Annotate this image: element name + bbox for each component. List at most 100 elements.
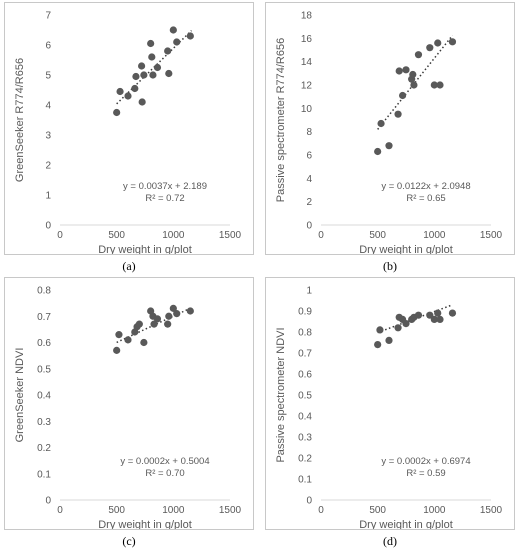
data-point (173, 310, 181, 318)
chart-panel-b: 0 2 4 6 8 10 12 14 16 18 0 500 1000 1500 Dry weight in… (265, 2, 515, 257)
data-point (169, 304, 177, 312)
data-point (140, 338, 148, 347)
data-point (410, 81, 418, 89)
data-point (394, 110, 402, 118)
data-point (434, 309, 442, 317)
data-point (165, 312, 173, 320)
trendline-equation: y = 0.0002x + 0.5004 (120, 456, 209, 467)
data-point (150, 320, 158, 328)
x-tick-label: 500 (369, 230, 386, 241)
trendline-equation: y = 0.0002x + 0.6974 (381, 456, 470, 467)
data-point (374, 147, 382, 156)
y-tick-label: 6 (45, 41, 51, 52)
y-tick-label: 6 (306, 151, 312, 162)
data-point (448, 38, 457, 46)
chart-panel-d: 0 0.1 0.2 0.3 0.4 0.5 0.6 0.7 0.8 0.9 1 0 500 1000 150… (265, 277, 515, 531)
data-point (394, 324, 402, 332)
data-point (402, 66, 410, 74)
data-point (153, 63, 162, 72)
y-tick-label: 0.6 (298, 370, 312, 381)
data-point (147, 39, 155, 48)
y-tick-label: 0.3 (37, 417, 51, 428)
y-tick-label: 4 (306, 174, 312, 185)
r-squared-label: R² = 0.65 (406, 193, 445, 204)
y-tick-label: 1 (306, 286, 312, 297)
data-point (376, 326, 384, 334)
data-point (138, 62, 146, 70)
chart-b-svg: 0 2 4 6 8 10 12 14 16 18 0 500 1000 1500 Dry weight in… (275, 11, 503, 257)
y-tick-label: 0.4 (37, 391, 51, 402)
y-tick-label: 2 (45, 161, 51, 172)
data-point (113, 346, 121, 354)
panel-label-c: (c) (122, 534, 136, 548)
r-squared-label: R² = 0.70 (145, 468, 184, 479)
data-point (169, 26, 177, 34)
y-tick-label: 0.8 (298, 328, 312, 339)
y-tick-label: 0.5 (37, 364, 51, 375)
data-point (132, 72, 140, 81)
data-point (116, 87, 124, 96)
data-point (173, 38, 181, 46)
x-tick-label: 1500 (219, 230, 242, 241)
data-point (399, 91, 407, 100)
trendline-equation: y = 0.0037x + 2.189 (123, 181, 207, 192)
x-axis-label: Dry weight in g/plot (98, 244, 192, 254)
r-squared-label: R² = 0.72 (145, 193, 184, 204)
data-point (115, 331, 123, 339)
y-tick-label: 0.1 (37, 469, 51, 480)
y-tick-label: 0.2 (37, 443, 51, 454)
data-point (426, 44, 434, 52)
data-point (140, 71, 148, 79)
data-point (385, 336, 393, 344)
x-tick-label: 1500 (480, 505, 503, 516)
data-point (186, 32, 194, 40)
data-point (113, 108, 121, 117)
data-point (395, 67, 403, 75)
x-tick-label: 1000 (162, 230, 185, 241)
trendline-equation: y = 0.0122x + 2.0948 (381, 181, 470, 192)
data-point (409, 70, 417, 79)
x-axis-label: Dry weight in g/plot (359, 244, 453, 254)
y-tick-label: 0.5 (298, 391, 312, 402)
data-point (430, 81, 438, 89)
chart-panel-a: 0 1 2 3 4 5 6 7 0 500 1000 1500 Dry weight in g/plot… (4, 2, 254, 256)
y-tick-label: 0 (306, 496, 312, 507)
x-tick-label: 500 (369, 505, 386, 516)
data-point (414, 51, 423, 59)
y-tick-label: 0.7 (37, 312, 51, 323)
y-tick-label: 7 (45, 11, 51, 22)
x-tick-label: 1000 (423, 505, 446, 516)
y-tick-label: 5 (45, 71, 51, 82)
y-tick-label: 14 (301, 57, 313, 68)
x-tick-label: 1500 (480, 230, 503, 241)
data-point (148, 53, 156, 61)
data-point (138, 98, 146, 106)
x-tick-label: 1000 (423, 230, 446, 241)
y-tick-label: 0 (45, 221, 51, 232)
data-point (402, 320, 410, 328)
data-point (434, 39, 442, 47)
data-point (377, 119, 385, 128)
data-point (164, 320, 172, 328)
y-tick-label: 0.8 (37, 286, 51, 297)
y-tick-label: 4 (45, 101, 51, 112)
x-tick-label: 500 (108, 230, 125, 241)
y-tick-label: 0 (45, 496, 51, 507)
x-tick-label: 0 (318, 505, 324, 516)
x-tick-label: 0 (318, 230, 324, 241)
data-point (374, 341, 382, 349)
data-point (131, 84, 139, 93)
r-squared-label: R² = 0.59 (406, 468, 445, 479)
y-tick-label: 0.4 (298, 412, 312, 423)
x-tick-label: 1500 (219, 505, 242, 516)
y-tick-label: 3 (45, 131, 51, 142)
y-tick-label: 0 (306, 221, 312, 232)
panel-label-b: (b) (383, 259, 397, 273)
panel-label-a: (a) (122, 259, 136, 273)
y-tick-label: 12 (301, 81, 313, 92)
data-point (436, 81, 444, 89)
y-tick-label: 1 (45, 191, 51, 202)
data-point (135, 320, 143, 328)
y-tick-label: 0.1 (298, 475, 312, 486)
y-tick-label: 16 (301, 34, 313, 45)
